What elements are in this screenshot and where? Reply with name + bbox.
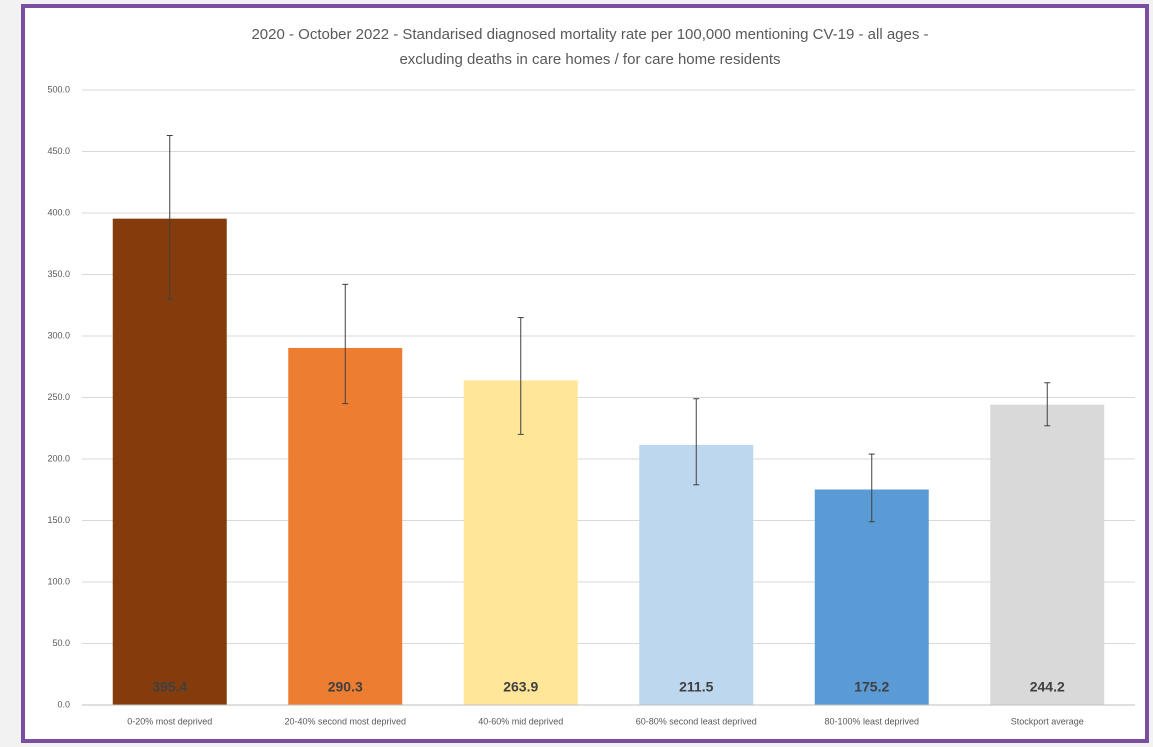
y-tick-label: 200.0 bbox=[47, 453, 70, 463]
y-tick-label: 100.0 bbox=[47, 576, 70, 586]
y-tick-label: 300.0 bbox=[47, 330, 70, 340]
y-tick-label: 400.0 bbox=[47, 207, 70, 217]
y-tick-label: 250.0 bbox=[47, 392, 70, 402]
y-tick-label: 0.0 bbox=[57, 699, 70, 709]
y-tick-label: 450.0 bbox=[47, 146, 70, 156]
bar bbox=[990, 404, 1105, 705]
x-tick-label: 20-40% second most deprived bbox=[284, 716, 406, 726]
bar bbox=[639, 444, 754, 705]
value-label: 175.2 bbox=[854, 679, 889, 695]
y-tick-label: 350.0 bbox=[47, 269, 70, 279]
value-label: 290.3 bbox=[328, 679, 363, 695]
value-label: 244.2 bbox=[1030, 679, 1065, 695]
x-tick-label: 0-20% most deprived bbox=[127, 716, 212, 726]
x-tick-label: 40-60% mid deprived bbox=[478, 716, 563, 726]
y-tick-label: 50.0 bbox=[52, 638, 70, 648]
value-label: 263.9 bbox=[503, 679, 538, 695]
bar bbox=[112, 218, 227, 705]
y-tick-label: 150.0 bbox=[47, 515, 70, 525]
bar bbox=[288, 347, 403, 705]
y-tick-label: 500.0 bbox=[47, 84, 70, 94]
chart-subtitle: excluding deaths in care homes / for car… bbox=[399, 51, 780, 68]
chart-title: 2020 - October 2022 - Standarised diagno… bbox=[251, 26, 928, 43]
value-label: 211.5 bbox=[679, 679, 713, 695]
bar bbox=[814, 489, 929, 705]
value-label: 395.4 bbox=[152, 679, 187, 695]
x-tick-label: 60-80% second least deprived bbox=[636, 716, 757, 726]
x-tick-label: Stockport average bbox=[1011, 716, 1084, 726]
x-tick-label: 80-100% least deprived bbox=[824, 716, 919, 726]
